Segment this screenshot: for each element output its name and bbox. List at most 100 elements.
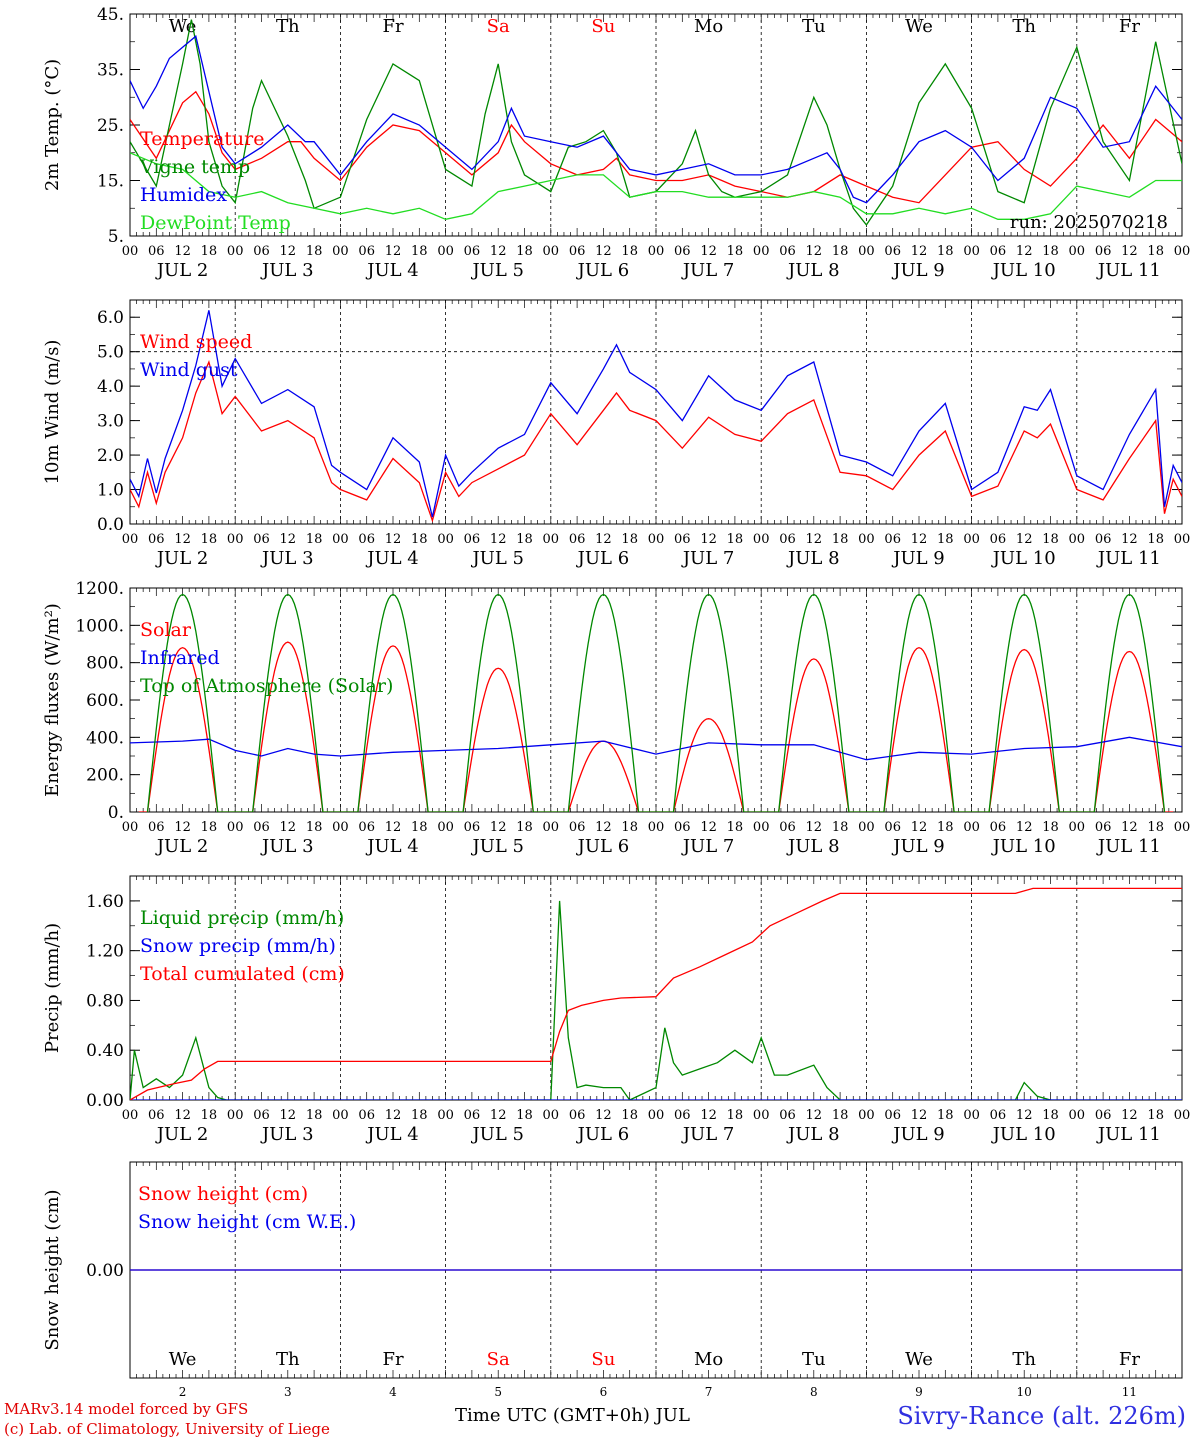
date-label: JUL 4 [365, 548, 419, 569]
y-tick-label: 200. [86, 766, 124, 786]
day-number-label: 10 [1017, 1385, 1032, 1399]
day-of-week-label: Fr [1119, 1349, 1140, 1370]
date-label: JUL 11 [1096, 548, 1161, 569]
series-line-total-cumulated-cm [130, 887, 1182, 1100]
hour-tick-label: 00 [963, 244, 980, 259]
hour-tick-label: 12 [385, 532, 402, 547]
hour-tick-label: 12 [280, 244, 297, 259]
x-axis-title: Time UTC (GMT+0h) JUL [455, 1405, 690, 1426]
hour-tick-label: 18 [411, 244, 428, 259]
hour-tick-label: 00 [753, 532, 770, 547]
date-label: JUL 6 [576, 836, 630, 857]
day-number-label: 3 [284, 1385, 292, 1399]
legend-entry: Snow precip (mm/h) [140, 935, 336, 957]
hour-tick-label: 06 [569, 1108, 586, 1123]
hour-tick-label: 06 [358, 532, 375, 547]
date-label: JUL 5 [470, 548, 524, 569]
legend-entry: Infrared [140, 647, 220, 669]
hour-tick-label: 06 [674, 532, 691, 547]
y-tick-label: 2.0 [97, 446, 124, 466]
date-label: JUL 8 [786, 260, 840, 281]
date-label: JUL 11 [1096, 1124, 1161, 1145]
day-of-week-label: Tu [802, 16, 826, 37]
date-label: JUL 8 [786, 548, 840, 569]
y-tick-label: 600. [86, 691, 124, 711]
series-line-temperature [130, 90, 1182, 204]
hour-tick-label: 18 [201, 1108, 218, 1123]
legend-entry: Snow height (cm W.E.) [138, 1211, 356, 1233]
hour-tick-label: 18 [937, 820, 954, 835]
hour-tick-label: 06 [779, 244, 796, 259]
date-label: JUL 5 [470, 260, 524, 281]
hour-tick-label: 12 [595, 1108, 612, 1123]
legend-entry: Vigne temp [139, 156, 250, 178]
hour-tick-label: 12 [1121, 244, 1138, 259]
hour-tick-label: 00 [122, 244, 139, 259]
hour-tick-label: 18 [832, 244, 849, 259]
hour-tick-label: 12 [806, 820, 823, 835]
series-group [130, 310, 1182, 523]
hour-tick-label: 06 [674, 820, 691, 835]
hour-tick-label: 06 [779, 820, 796, 835]
day-of-week-label: We [905, 16, 933, 37]
y-tick-label: 15. [97, 172, 124, 192]
hour-tick-label: 18 [201, 244, 218, 259]
day-of-week-label: Tu [802, 1349, 826, 1370]
hour-tick-label: 06 [253, 532, 270, 547]
day-of-week-label: We [169, 1349, 197, 1370]
hour-tick-label: 12 [385, 1108, 402, 1123]
day-of-week-label: Mo [694, 16, 723, 37]
y-tick-label: 35. [97, 61, 124, 81]
y-tick-label: 1.60 [86, 892, 124, 912]
hour-tick-label: 18 [727, 244, 744, 259]
panel-1: 5. 15. 25. 35. 45. 2m Temp. (°C) 00 06 12 18 00 06 1… [42, 5, 1190, 281]
hour-tick-label: 00 [437, 532, 454, 547]
hour-tick-label: 12 [1016, 1108, 1033, 1123]
hour-tick-label: 18 [937, 532, 954, 547]
legend-entry: Total cumulated (cm) [140, 963, 345, 985]
date-label: JUL 4 [365, 836, 419, 857]
day-number-label: 6 [600, 1385, 608, 1399]
y-tick-label: 3.0 [97, 412, 124, 432]
date-label: JUL 7 [681, 1124, 735, 1145]
y-tick-label: 45. [97, 5, 124, 25]
hour-tick-label: 00 [648, 244, 665, 259]
date-label: JUL 6 [576, 548, 630, 569]
series-line-infrared [130, 736, 1182, 761]
legend-entry: Wind gust [140, 359, 238, 381]
hour-tick-label: 06 [253, 244, 270, 259]
hour-tick-label: 18 [1042, 820, 1059, 835]
date-label: JUL 9 [891, 260, 945, 281]
date-label: JUL 7 [681, 836, 735, 857]
date-label: JUL 10 [991, 836, 1056, 857]
hour-tick-label: 00 [437, 1108, 454, 1123]
hour-tick-label: 06 [884, 820, 901, 835]
hour-tick-label: 12 [385, 820, 402, 835]
day-number-label: 9 [915, 1385, 923, 1399]
hour-tick-label: 12 [1121, 532, 1138, 547]
hour-tick-label: 12 [700, 1108, 717, 1123]
hour-tick-label: 12 [385, 244, 402, 259]
hour-tick-label: 06 [1095, 820, 1112, 835]
series-group [130, 593, 1182, 812]
hour-tick-label: 12 [700, 820, 717, 835]
hour-tick-label: 00 [332, 1108, 349, 1123]
hour-tick-label: 00 [227, 820, 244, 835]
hour-tick-label: 06 [1095, 532, 1112, 547]
hour-tick-label: 18 [727, 532, 744, 547]
hour-tick-label: 06 [569, 820, 586, 835]
hour-tick-label: 12 [700, 532, 717, 547]
series-line-dewpoint-temp [130, 152, 1182, 220]
hour-tick-label: 12 [1016, 244, 1033, 259]
date-label: JUL 7 [681, 260, 735, 281]
day-of-week-label: Sa [487, 1349, 510, 1370]
hour-tick-label: 06 [148, 1108, 165, 1123]
hour-tick-label: 18 [306, 532, 323, 547]
date-label: JUL 11 [1096, 260, 1161, 281]
y-axis-label: Snow height (cm) [42, 1189, 63, 1350]
plot-frame [129, 299, 1183, 525]
hour-tick-label: 12 [280, 532, 297, 547]
date-label: JUL 6 [576, 1124, 630, 1145]
hour-tick-label: 00 [1069, 532, 1086, 547]
y-tick-label: 0. [108, 803, 124, 823]
